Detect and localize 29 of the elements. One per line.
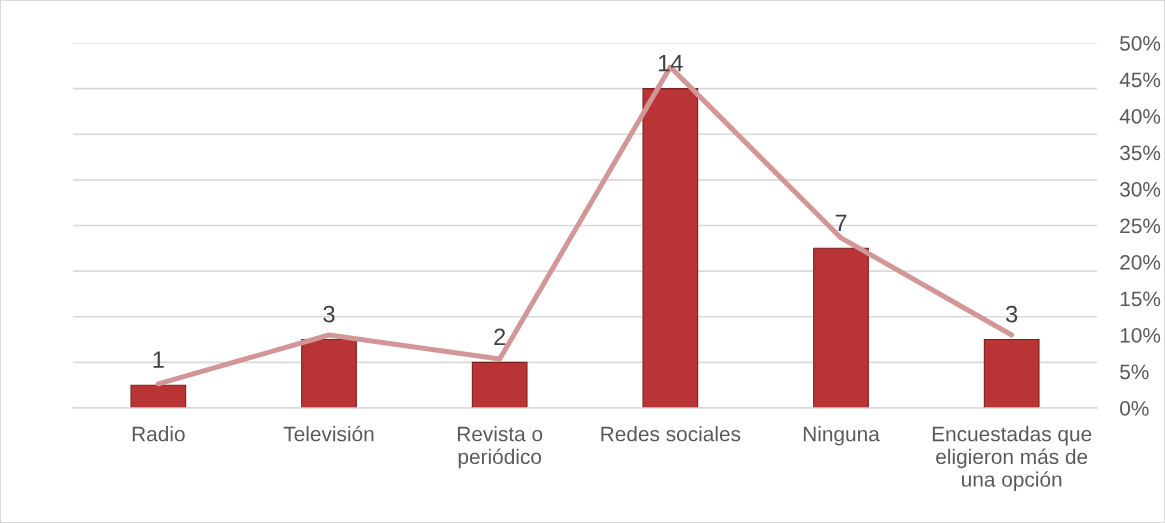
x-tick-label: Televisión bbox=[283, 425, 374, 442]
data-label: 7 bbox=[835, 214, 847, 231]
y2-tick-label: 30% bbox=[1120, 182, 1161, 197]
y2-tick-label: 50% bbox=[1120, 36, 1161, 51]
y2-tick-label: 10% bbox=[1120, 328, 1161, 343]
x-tick-label: Radio bbox=[132, 426, 185, 442]
x-tick-label: Redes sociales bbox=[601, 426, 741, 442]
data-label: 3 bbox=[323, 305, 335, 323]
y2-tick-label: 40% bbox=[1119, 109, 1161, 124]
data-label: 2 bbox=[494, 328, 506, 345]
y2-tick-label: 45% bbox=[1119, 72, 1161, 88]
y2-tick-label: 35% bbox=[1120, 145, 1161, 161]
data-label: 1 bbox=[153, 351, 164, 368]
y2-tick-label: 0% bbox=[1120, 401, 1149, 416]
bar bbox=[301, 339, 357, 408]
y2-tick-label: 15% bbox=[1120, 291, 1161, 307]
x-tick-label: Encuestadas que eligieron más de una opción bbox=[932, 426, 1092, 491]
bar bbox=[983, 339, 1040, 408]
data-label: 14 bbox=[659, 54, 683, 72]
bar bbox=[813, 247, 869, 408]
data-label: 3 bbox=[1006, 305, 1018, 323]
bar bbox=[642, 88, 699, 408]
y2-tick-label: 5% bbox=[1120, 364, 1149, 380]
x-tick-label: Ninguna bbox=[803, 426, 880, 446]
bar bbox=[471, 361, 528, 408]
y2-tick-label: 25% bbox=[1120, 218, 1161, 234]
y2-tick-label: 20% bbox=[1120, 255, 1161, 270]
x-tick-label: Revista o periódico bbox=[457, 426, 543, 469]
bar bbox=[130, 384, 187, 408]
